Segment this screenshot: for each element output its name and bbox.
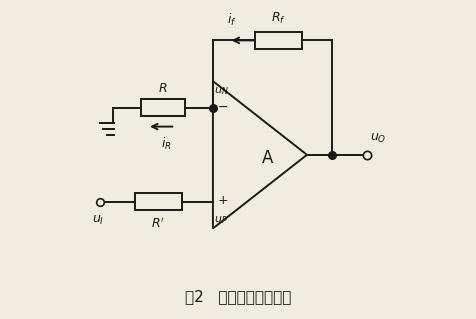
Text: $+$: $+$ <box>217 194 228 207</box>
Text: $u_O$: $u_O$ <box>370 132 386 145</box>
Text: A: A <box>262 149 274 167</box>
Text: $u_P$: $u_P$ <box>215 214 228 226</box>
Text: $R$: $R$ <box>158 82 168 95</box>
Text: $u_I$: $u_I$ <box>92 214 105 227</box>
Text: $R_f$: $R_f$ <box>271 11 286 26</box>
Bar <box>135 193 181 210</box>
Text: $i_f$: $i_f$ <box>227 12 237 28</box>
Text: $R'$: $R'$ <box>151 217 165 231</box>
Bar <box>141 99 185 116</box>
Bar <box>255 32 302 49</box>
Text: $i_R$: $i_R$ <box>160 136 171 152</box>
Text: $-$: $-$ <box>217 100 228 113</box>
Text: $u_N$: $u_N$ <box>215 85 229 97</box>
Text: 图2   同相比例运算电路: 图2 同相比例运算电路 <box>185 289 291 304</box>
